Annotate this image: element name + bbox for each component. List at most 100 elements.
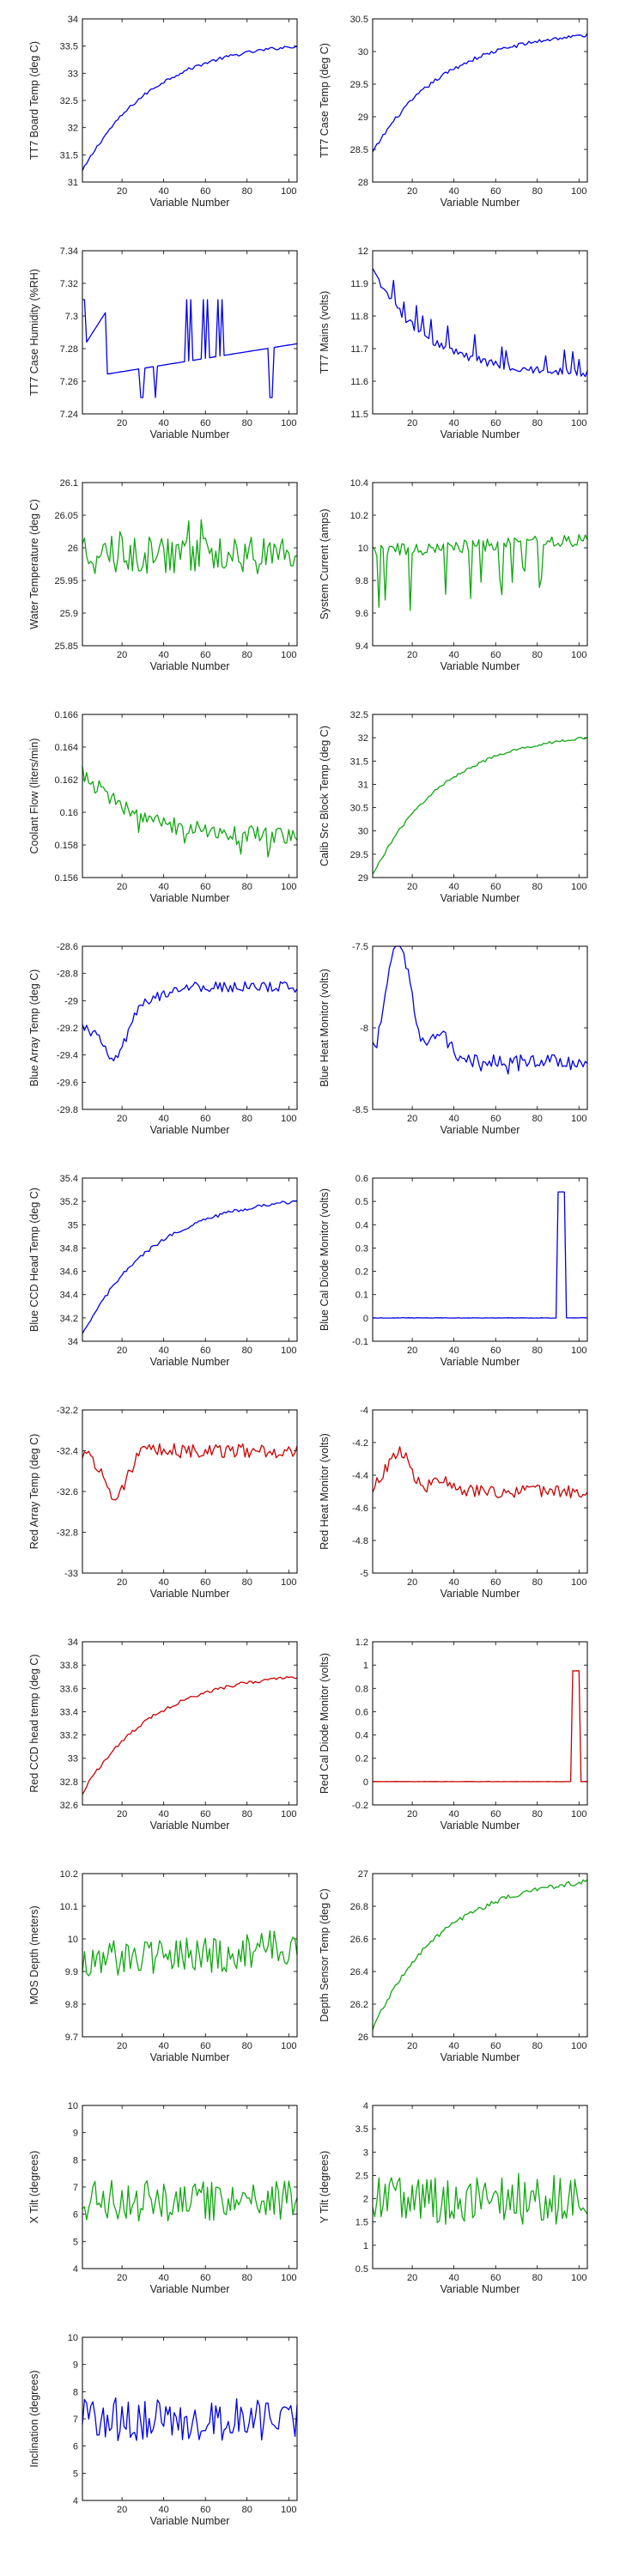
y-tick-label: 3 <box>363 2148 368 2158</box>
x-tick-label: 60 <box>200 418 210 428</box>
x-tick-label: 60 <box>490 1809 501 1820</box>
chart-panel: 20 40 60 80 100 4 5 6 7 8 9 10 Variable Number Inclin… <box>5 2329 314 2548</box>
x-tick-label: 40 <box>159 1114 169 1124</box>
x-tick-label: 20 <box>407 882 417 892</box>
y-tick-label: 26.1 <box>60 478 78 489</box>
y-tick-label: 0.2 <box>355 1754 368 1765</box>
x-tick-label: 100 <box>281 650 296 660</box>
x-axis-label: Variable Number <box>150 1820 230 1832</box>
series-line <box>82 299 298 398</box>
x-axis-label: Variable Number <box>440 197 520 209</box>
series-line <box>82 1200 298 1334</box>
y-tick-label: -7.5 <box>352 942 368 952</box>
y-tick-label: 11.8 <box>350 312 368 322</box>
x-tick-label: 100 <box>571 418 586 428</box>
x-tick-label: 20 <box>407 2273 417 2283</box>
y-tick-label: -29.2 <box>57 1024 78 1034</box>
y-tick-label: 31.5 <box>60 150 78 161</box>
series-line <box>82 981 298 1062</box>
x-axis-label: Variable Number <box>440 1356 520 1368</box>
x-tick-label: 60 <box>490 2041 501 2051</box>
x-axis-label: Variable Number <box>150 660 230 672</box>
y-tick-label: 11.7 <box>350 344 368 355</box>
y-tick-label: -28.6 <box>57 942 78 952</box>
x-axis-label: Variable Number <box>440 660 520 672</box>
x-tick-label: 20 <box>407 2041 417 2051</box>
y-axis-label: TT7 Mains (volts) <box>319 291 331 374</box>
x-tick-label: 20 <box>117 2041 127 2051</box>
y-tick-label: 10 <box>68 2333 78 2343</box>
y-axis-label: Red Heat Monitor (volts) <box>319 1433 331 1549</box>
plot-frame <box>372 1641 588 1806</box>
x-tick-label: 20 <box>117 1114 127 1124</box>
x-tick-label: 20 <box>117 418 127 428</box>
y-tick-label: 35.2 <box>60 1197 78 1207</box>
series-line <box>82 1675 298 1795</box>
x-tick-label: 40 <box>159 1577 169 1588</box>
x-tick-label: 100 <box>281 2505 296 2515</box>
chart-svg: 20 40 60 80 100 34 34.2 34.4 34.6 34.8 35 35.2 35.4 V… <box>28 1174 298 1368</box>
x-tick-label: 40 <box>449 1577 459 1588</box>
y-tick-label: 10.2 <box>350 511 368 521</box>
y-axis-label: Blue CCD Head Temp (deg C) <box>28 1188 40 1332</box>
y-tick-label: 27 <box>358 1869 368 1880</box>
y-axis-label: Water Temperature (deg C) <box>28 499 40 629</box>
y-tick-label: 0.6 <box>355 1707 368 1717</box>
x-tick-label: 40 <box>449 650 459 660</box>
chart-panel: 20 40 60 80 100 28 28.5 29 29.5 30 30.5 Variable Nu… <box>295 10 605 229</box>
y-tick-label: 7 <box>73 2415 78 2425</box>
x-tick-label: 60 <box>200 1809 210 1820</box>
x-axis-label: Variable Number <box>150 1124 230 1136</box>
series-line <box>372 33 588 153</box>
y-tick-label: 10.1 <box>60 1902 78 1912</box>
x-tick-label: 60 <box>200 186 210 197</box>
y-tick-label: 33.5 <box>60 42 78 52</box>
y-tick-label: 0 <box>363 1777 368 1788</box>
chart-svg: 20 40 60 80 100 11.5 11.6 11.7 11.8 11.9 12 Variabl… <box>319 246 588 440</box>
series-line <box>372 268 588 378</box>
x-tick-label: 100 <box>281 2273 296 2283</box>
y-tick-label: 9.8 <box>355 576 368 586</box>
y-tick-label: 26.6 <box>350 1935 368 1945</box>
x-tick-label: 80 <box>242 1809 252 1820</box>
x-tick-label: 60 <box>490 1114 501 1124</box>
x-tick-label: 60 <box>200 2041 210 2051</box>
x-tick-label: 80 <box>242 650 252 660</box>
plot-frame <box>82 2336 298 2501</box>
y-tick-label: -32.2 <box>57 1406 78 1416</box>
x-tick-label: 80 <box>242 882 252 892</box>
x-tick-label: 100 <box>571 882 586 892</box>
y-tick-label: 34 <box>68 1637 78 1648</box>
y-tick-label: 34.8 <box>60 1243 78 1254</box>
y-tick-label: 25.95 <box>54 576 78 586</box>
x-tick-label: 100 <box>571 650 586 660</box>
chart-panel: 20 40 60 80 100 -29.8 -29.6 -29.4 -29.2 -29 -28.8 -… <box>5 938 314 1157</box>
plot-frame <box>82 250 298 415</box>
x-tick-label: 80 <box>532 2273 543 2283</box>
y-tick-label: 12 <box>358 246 368 257</box>
y-tick-label: 10 <box>68 2101 78 2111</box>
y-tick-label: 31.5 <box>350 756 368 767</box>
x-tick-label: 60 <box>200 1577 210 1588</box>
y-tick-label: 7.34 <box>60 246 78 257</box>
chart-panel: 20 40 60 80 100 11.5 11.6 11.7 11.8 11.9 12 Variabl… <box>295 242 605 461</box>
x-tick-label: 20 <box>117 1809 127 1820</box>
series-line <box>82 2179 298 2222</box>
y-tick-label: -4.6 <box>352 1504 368 1514</box>
x-tick-label: 20 <box>407 1809 417 1820</box>
y-tick-label: 7 <box>73 2183 78 2193</box>
y-tick-label: 4 <box>363 2101 368 2111</box>
y-tick-label: 28.5 <box>350 145 368 155</box>
series-line <box>82 2397 298 2441</box>
y-tick-label: 34 <box>68 1337 78 1347</box>
y-tick-label: 30 <box>358 827 368 837</box>
chart-svg: 20 40 60 80 100 -0.2 0 0.2 0.4 0.6 0.8 1 1.2 Variable… <box>319 1637 588 1832</box>
chart-panel: 20 40 60 80 100 -8.5 -8 -7.5 Variable Number Blue… <box>295 938 605 1157</box>
y-tick-label: 26 <box>358 2032 368 2043</box>
y-tick-label: 4 <box>73 2264 78 2275</box>
y-axis-label: TT7 Board Temp (deg C) <box>28 41 40 160</box>
y-tick-label: 10.2 <box>60 1869 78 1880</box>
y-tick-label: 31 <box>358 780 368 790</box>
x-tick-label: 100 <box>571 1114 586 1124</box>
x-tick-label: 80 <box>532 186 543 197</box>
